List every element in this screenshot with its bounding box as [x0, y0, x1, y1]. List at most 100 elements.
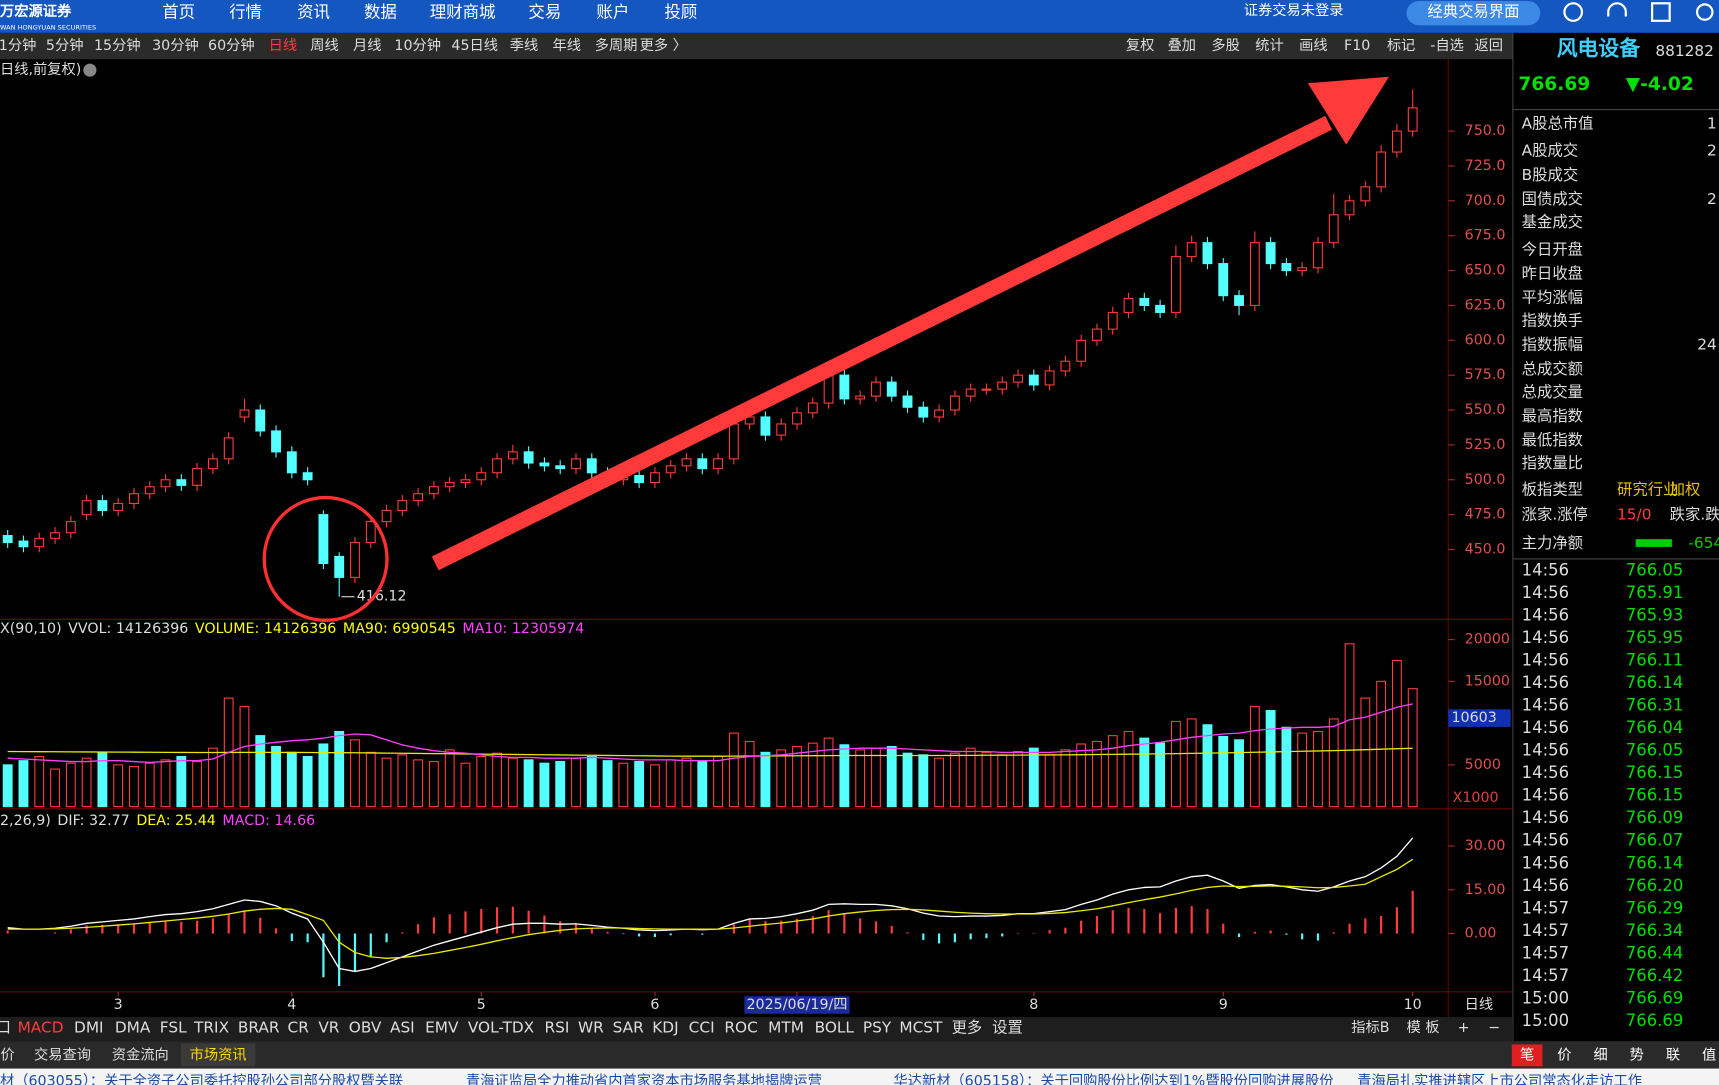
tool-button[interactable]: F10 [1344, 38, 1370, 54]
stat-label: 今日开盘 [1522, 240, 1583, 258]
indicator-tab[interactable]: MCST [899, 1019, 943, 1037]
tool-button[interactable]: 统计 [1255, 37, 1283, 54]
indicator-tab[interactable]: WR [578, 1019, 604, 1037]
indicator-tab[interactable]: 设置 [992, 1019, 1023, 1037]
period-tab[interactable]: 更多 〉 [640, 37, 687, 54]
bottom-tab[interactable]: 市场资讯 [190, 1046, 247, 1063]
trade-price: 766.09 [1626, 808, 1684, 827]
indicator-tab[interactable]: RSI [544, 1019, 569, 1037]
tool-button[interactable]: 标记 [1387, 37, 1415, 54]
period-tab[interactable]: 日线 [269, 37, 297, 54]
nav-item[interactable]: 行情 [229, 3, 262, 22]
indicator-tab[interactable]: BRAR [238, 1019, 280, 1037]
ticker-item[interactable]: 青海局扎实推进辖区上市公司常态化走访工作 [1357, 1073, 1642, 1085]
indicator-tab[interactable]: VR [318, 1019, 339, 1037]
indicator-tab[interactable]: ASI [390, 1019, 415, 1037]
indicator-tab[interactable]: CR [288, 1019, 310, 1037]
period-tab[interactable]: 月线 [353, 37, 381, 54]
icon[interactable] [1695, 3, 1714, 21]
trade-tab[interactable]: 联 [1666, 1046, 1680, 1063]
nav-item[interactable]: 首页 [162, 3, 195, 22]
period-tab[interactable]: 30分钟 [152, 37, 199, 54]
indicator-tab[interactable]: 更多 [952, 1019, 983, 1037]
indicator-tab[interactable]: PSY [863, 1019, 892, 1037]
subtitle-icon[interactable] [83, 63, 97, 77]
trade-tab[interactable]: 细 [1593, 1046, 1607, 1063]
indicator-tab[interactable]: OBV [349, 1019, 382, 1037]
period-tab[interactable]: 年线 [553, 37, 581, 54]
indicator-tab[interactable]: 口 [0, 1019, 11, 1037]
indicator-tab[interactable]: CCI [689, 1019, 715, 1037]
indicator-tool[interactable]: + [1458, 1020, 1470, 1036]
indicator-tab[interactable]: MACD [18, 1019, 64, 1037]
volume-bar [1297, 732, 1308, 808]
period-tab[interactable]: 60分钟 [208, 37, 255, 54]
indicator-tab[interactable]: KDJ [652, 1019, 678, 1037]
trade-price: 765.91 [1626, 583, 1684, 602]
bottom-tab[interactable]: 交易查询 [34, 1045, 91, 1063]
period-tab[interactable]: 15分钟 [94, 37, 141, 54]
classic-button[interactable]: 经典交易界面 [1427, 3, 1519, 21]
indicator-tab[interactable]: VOL-TDX [468, 1019, 535, 1037]
icon[interactable] [1563, 2, 1584, 22]
bottom-tab[interactable]: 价 [1, 1047, 15, 1063]
y-tick-label: 750.0 [1465, 123, 1506, 139]
period-tab[interactable]: 周线 [310, 37, 338, 54]
indicator-tab[interactable]: TRIX [193, 1019, 230, 1037]
period-tab[interactable]: 10分钟 [394, 37, 441, 54]
indicator-tab[interactable]: DMA [115, 1019, 151, 1037]
indicator-tab[interactable]: FSL [160, 1019, 187, 1037]
tool-button[interactable]: 复权 [1126, 36, 1154, 54]
indicator-tool[interactable]: − [1488, 1020, 1500, 1036]
indicator-tab[interactable]: MTM [768, 1019, 804, 1037]
icon[interactable] [1607, 2, 1627, 17]
indicator-tab[interactable]: ROC [724, 1019, 757, 1037]
indicator-tab[interactable]: BOLL [815, 1019, 855, 1037]
period-tab[interactable]: 45日线 [451, 37, 498, 54]
nav-item[interactable]: 账户 [596, 3, 629, 22]
stat-value: 研究行业 [1617, 480, 1678, 498]
nav-item[interactable]: 理财商城 [430, 3, 496, 22]
login-status[interactable]: 证券交易未登录 [1244, 1, 1344, 19]
indicator-header: X(90,10) [0, 621, 62, 637]
period-tab[interactable]: 季线 [510, 37, 538, 54]
nav-item[interactable]: 资讯 [297, 3, 330, 22]
stat-value: 15/0 [1617, 506, 1651, 524]
trade-tab[interactable]: 价 [1557, 1047, 1571, 1063]
trade-tab[interactable]: 势 [1630, 1046, 1644, 1063]
icon[interactable] [1651, 2, 1671, 22]
nav-item[interactable]: 交易 [528, 3, 561, 22]
bottom-tab[interactable]: 资金流向 [112, 1046, 169, 1063]
nav-item[interactable]: 投顾 [664, 3, 697, 22]
classic-button-bg[interactable] [1406, 1, 1541, 26]
tool-button[interactable]: 多股 [1211, 37, 1239, 54]
quote-price: 766.69 [1518, 74, 1590, 95]
candle-body [1344, 200, 1355, 216]
period-tab[interactable]: 多周期 [595, 37, 638, 54]
tool-button[interactable]: -自选 [1430, 37, 1464, 54]
stat-value: 1 [1707, 114, 1717, 132]
candle-body [697, 458, 708, 470]
candle-body [776, 423, 787, 436]
period-tab[interactable]: 1分钟 [0, 37, 36, 54]
candle-body [50, 532, 60, 539]
volume-bar [523, 759, 534, 808]
x-tick-label: 6 [650, 997, 659, 1013]
indicator-tab[interactable]: SAR [613, 1019, 645, 1037]
indicator-tab[interactable]: EMV [425, 1019, 459, 1037]
ticker-item[interactable]: 华达新材（605158）：关于回购股份比例达到1%暨股份回购进展股份 [893, 1073, 1333, 1085]
tool-button[interactable]: 画线 [1299, 37, 1327, 54]
indicator-tool[interactable]: 指标B [1351, 1019, 1389, 1036]
tool-button[interactable]: 叠加 [1168, 37, 1196, 54]
tool-button[interactable]: 返回 [1475, 37, 1503, 54]
trade-tab[interactable]: 值 [1702, 1046, 1716, 1063]
period-tab[interactable]: 5分钟 [46, 37, 84, 54]
trade-tab[interactable]: 笔 [1520, 1046, 1534, 1063]
indicator-tool[interactable]: 模 板 [1406, 1019, 1439, 1036]
indicator-tab[interactable]: DMI [74, 1019, 104, 1037]
stat-label: A股总市值 [1522, 114, 1594, 132]
nav-item[interactable]: 数据 [364, 3, 397, 22]
ticker-item[interactable]: 材（603055）：关于全资子公司委托控股孙公司部分股权暨关联 [0, 1072, 403, 1085]
candle-body [397, 500, 408, 511]
ticker-item[interactable]: 青海证监局全力推动省内首家资本市场服务基地揭牌运营 [466, 1072, 822, 1085]
